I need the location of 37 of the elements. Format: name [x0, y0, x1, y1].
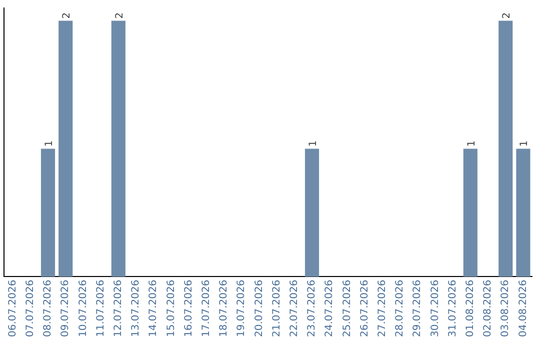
x-tick-label: 17.07.2026 — [200, 280, 212, 338]
x-tick-label: 16.07.2026 — [183, 280, 194, 338]
data-label: 1 — [44, 140, 55, 147]
x-tick-label: 26.07.2026 — [359, 280, 370, 338]
data-label: 2 — [62, 12, 73, 19]
x-tick-label: 31.07.2026 — [447, 280, 458, 338]
data-label: 2 — [114, 12, 126, 19]
data-label: 1 — [308, 140, 319, 147]
x-tick-label: 30.07.2026 — [430, 280, 441, 338]
x-tick-label: 11.07.2026 — [95, 280, 106, 338]
x-tick-label: 14.07.2026 — [148, 280, 160, 338]
x-tick-label: 03.08.2026 — [500, 280, 512, 338]
x-tick-label: 15.07.2026 — [166, 280, 177, 338]
x-tick-label: 08.07.2026 — [42, 280, 54, 338]
x-tick-label: 22.07.2026 — [288, 280, 300, 338]
x-tick-label: 20.07.2026 — [254, 280, 265, 338]
x-tick-label: 04.08.2026 — [518, 280, 529, 338]
x-tick-label: 09.07.2026 — [60, 280, 72, 338]
x-tick-label: 24.07.2026 — [324, 280, 336, 338]
x-tick-label: 18.07.2026 — [218, 280, 230, 338]
x-tick-label: 13.07.2026 — [130, 280, 142, 338]
data-label: 2 — [502, 12, 513, 19]
x-tick-label: 29.07.2026 — [412, 280, 424, 338]
x-tick-label: 21.07.2026 — [271, 280, 282, 338]
x-tick-label: 12.07.2026 — [112, 280, 124, 338]
x-tick-label: 25.07.2026 — [342, 280, 353, 338]
x-tick-label: 28.07.2026 — [394, 280, 406, 338]
x-tick-label: 23.07.2026 — [306, 280, 318, 338]
x-tick-label: 02.08.2026 — [482, 280, 494, 338]
x-tick-label: 19.07.2026 — [236, 280, 248, 338]
x-tick-label: 27.07.2026 — [376, 280, 388, 338]
x-tick-label: 01.08.2026 — [464, 280, 476, 338]
x-tick-label: 07.07.2026 — [24, 280, 36, 338]
x-tick-label: 06.07.2026 — [7, 280, 18, 338]
x-tick-label: 10.07.2026 — [78, 280, 89, 338]
data-label: 1 — [519, 140, 530, 147]
data-label: 1 — [466, 140, 478, 147]
